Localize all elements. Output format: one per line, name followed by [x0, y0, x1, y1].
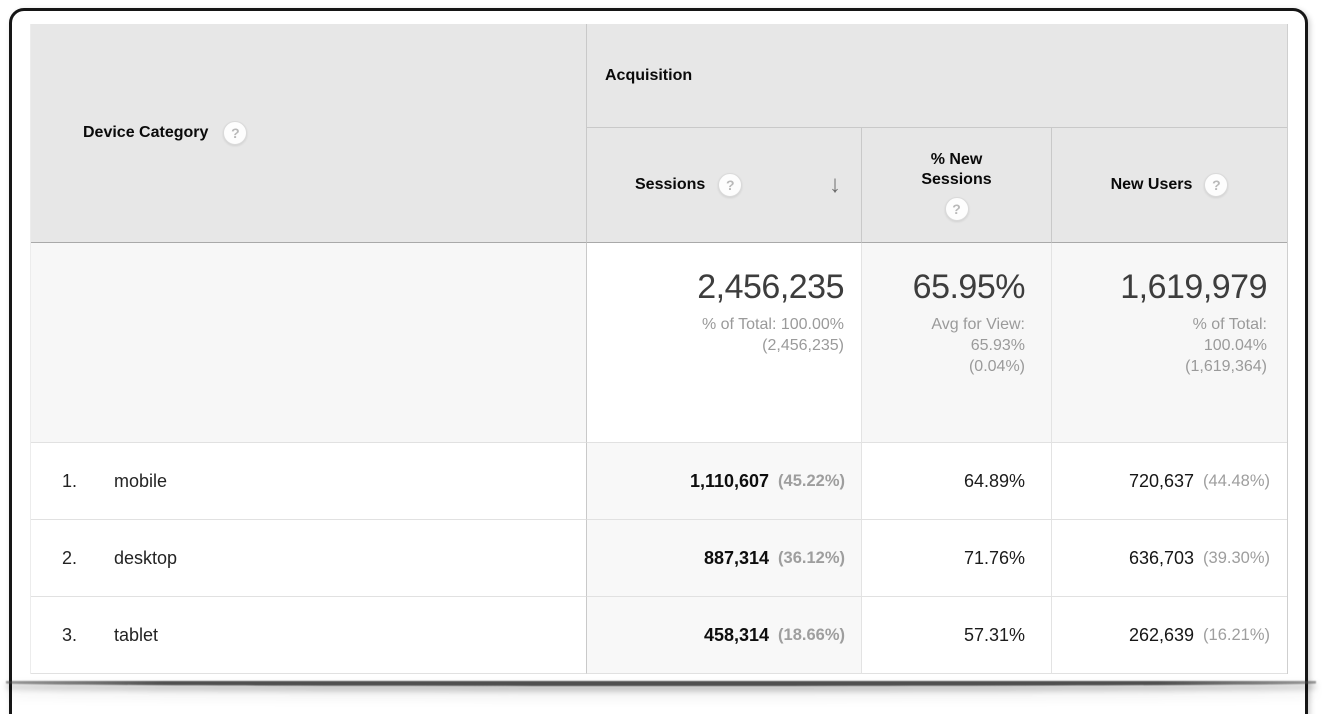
sessions-percent: (18.66%): [778, 625, 845, 644]
new-users-value: 636,703: [1128, 547, 1195, 568]
sessions-total-value: 2,456,235: [697, 268, 844, 306]
sessions-percent: (36.12%): [778, 548, 845, 567]
summary-dimension-cell: [31, 243, 586, 443]
row-label-cell: 2. desktop: [31, 520, 586, 597]
row-new-users-cell: 636,703 (39.30%): [1051, 520, 1287, 597]
new-users-total-note: (1,619,364): [1185, 358, 1267, 376]
column-header-percent-new-sessions[interactable]: % New Sessions ?: [861, 128, 1051, 243]
help-icon[interactable]: ?: [944, 196, 969, 221]
acquisition-label: Acquisition: [605, 66, 693, 84]
group-header-acquisition: Acquisition: [586, 24, 1287, 128]
row-dimension-value: mobile: [114, 470, 168, 491]
sessions-value: 1,110,607: [689, 470, 770, 491]
sessions-value: 887,314: [703, 547, 770, 568]
summary-sessions-cell: 2,456,235 % of Total: 100.00% (2,456,235…: [586, 243, 861, 443]
new-users-total-note: 100.04%: [1203, 337, 1267, 355]
percent-new-sessions-total-note: (0.04%): [968, 358, 1025, 376]
new-users-value: 720,637: [1128, 470, 1195, 491]
column-header-sessions[interactable]: Sessions ? ↓: [586, 128, 861, 243]
row-percent-new-sessions-cell: 71.76%: [861, 520, 1051, 597]
percent-new-sessions-total-note: Avg for View:: [931, 316, 1025, 333]
row-percent-new-sessions-cell: 64.89%: [861, 443, 1051, 520]
sessions-header-label: Sessions: [635, 176, 706, 193]
help-icon[interactable]: ?: [1204, 173, 1229, 197]
row-label-cell: 3. tablet: [31, 597, 586, 674]
row-dimension-value: desktop: [114, 547, 178, 568]
page-cut-shadow: [6, 681, 1316, 686]
percent-new-sessions-value: 71.76%: [963, 547, 1025, 568]
column-header-new-users[interactable]: New Users ?: [1051, 128, 1287, 243]
row-label-cell: 1. mobile: [31, 443, 586, 520]
sessions-total-note: (2,456,235): [762, 337, 844, 355]
row-sessions-cell: 458,314 (18.66%): [586, 597, 861, 674]
summary-new-users-cell: 1,619,979 % of Total: 100.04% (1,619,364…: [1051, 243, 1287, 443]
summary-percent-new-sessions-cell: 65.95% Avg for View: 65.93% (0.04%): [861, 243, 1051, 443]
percent-new-sessions-header-label: % New Sessions: [921, 150, 992, 188]
help-icon[interactable]: ?: [718, 173, 743, 197]
row-dimension-value: tablet: [114, 624, 159, 645]
new-users-total-value: 1,619,979: [1120, 268, 1267, 306]
sort-descending-icon[interactable]: ↓: [829, 171, 841, 198]
new-users-percent: (16.21%): [1203, 625, 1270, 644]
percent-new-sessions-total-note: 65.93%: [970, 337, 1025, 355]
help-icon[interactable]: ?: [223, 121, 248, 145]
row-index: 1.: [62, 470, 78, 491]
device-category-label: Device Category: [83, 124, 209, 141]
analytics-data-table: Device Category ? Acquisition Sessions ?…: [30, 24, 1288, 674]
percent-new-sessions-value: 57.31%: [963, 624, 1025, 645]
column-header-device-category: Device Category ?: [31, 24, 586, 243]
percent-new-sessions-value: 64.89%: [963, 470, 1025, 491]
new-users-value: 262,639: [1128, 624, 1195, 645]
row-index: 2.: [62, 547, 78, 568]
new-users-percent: (44.48%): [1203, 471, 1270, 490]
row-index: 3.: [62, 624, 78, 645]
new-users-total-note: % of Total:: [1192, 316, 1267, 333]
new-users-percent: (39.30%): [1203, 548, 1270, 567]
row-sessions-cell: 1,110,607 (45.22%): [586, 443, 861, 520]
sessions-total-note: % of Total: 100.00%: [701, 316, 844, 333]
row-new-users-cell: 262,639 (16.21%): [1051, 597, 1287, 674]
new-users-header-label: New Users: [1110, 176, 1193, 193]
row-percent-new-sessions-cell: 57.31%: [861, 597, 1051, 674]
percent-new-sessions-total-value: 65.95%: [912, 268, 1026, 306]
sessions-percent: (45.22%): [778, 471, 845, 490]
sessions-value: 458,314: [703, 624, 770, 645]
screenshot-frame: Device Category ? Acquisition Sessions ?…: [9, 8, 1308, 714]
row-sessions-cell: 887,314 (36.12%): [586, 520, 861, 597]
row-new-users-cell: 720,637 (44.48%): [1051, 443, 1287, 520]
